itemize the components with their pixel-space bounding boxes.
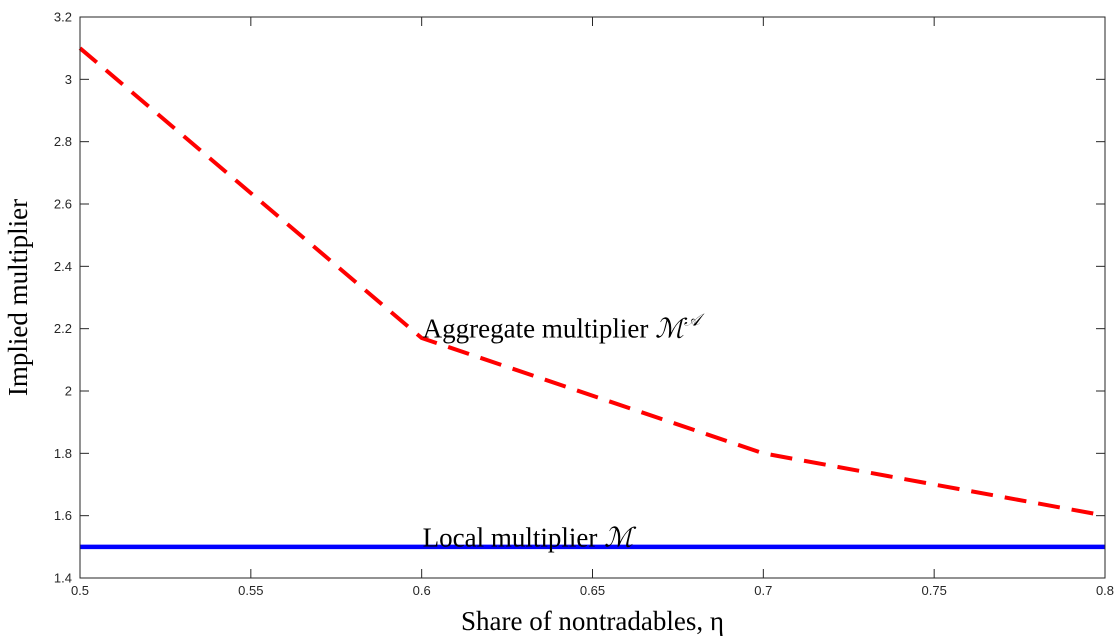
y-tick-label: 2 xyxy=(65,384,72,399)
y-tick-label: 2.8 xyxy=(54,134,72,149)
x-tick-label: 0.65 xyxy=(580,583,605,598)
y-tick-label: 2.4 xyxy=(54,259,72,274)
annotation-superscript: 𝒜 xyxy=(684,311,705,331)
x-tick-label: 0.8 xyxy=(1096,583,1114,598)
y-tick-label: 2.6 xyxy=(54,197,72,212)
y-tick-label: 3.2 xyxy=(54,10,72,25)
series-line-aggregate xyxy=(78,46,1106,518)
plot-frame xyxy=(79,16,1106,579)
y-tick-label: 1.4 xyxy=(54,571,72,586)
series-layer xyxy=(78,46,1106,550)
x-tick-label: 0.55 xyxy=(238,583,263,598)
annotation-math-symbol: ℳ xyxy=(604,522,637,553)
annotation-text: Aggregate multiplier xyxy=(423,314,655,344)
y-tick-label: 1.6 xyxy=(54,508,72,523)
annotation-label: Aggregate multiplier ℳ𝒜 xyxy=(423,311,705,345)
x-tick-label: 0.6 xyxy=(413,583,431,598)
annotation-text: Local multiplier xyxy=(423,522,604,552)
x-tick-label: 0.5 xyxy=(71,583,89,598)
tick-layer: 0.5 0.55 0.6 0.65 0.7 0.75 0.8 1.4 1.6 1.8 2 2.2 2.4… xyxy=(54,10,1114,599)
x-axis-title: Share of nontradables, η xyxy=(461,606,724,636)
y-tick-label: 3 xyxy=(65,72,72,87)
y-tick-label: 1.8 xyxy=(54,446,72,461)
x-tick-label: 0.75 xyxy=(922,583,947,598)
annotation-math-symbol: ℳ xyxy=(655,314,688,345)
annotation-label: Local multiplier ℳ xyxy=(423,522,637,553)
x-tick-label: 0.7 xyxy=(754,583,772,598)
y-tick-label: 2.2 xyxy=(54,321,72,336)
y-axis-title: Implied multiplier xyxy=(3,199,33,396)
